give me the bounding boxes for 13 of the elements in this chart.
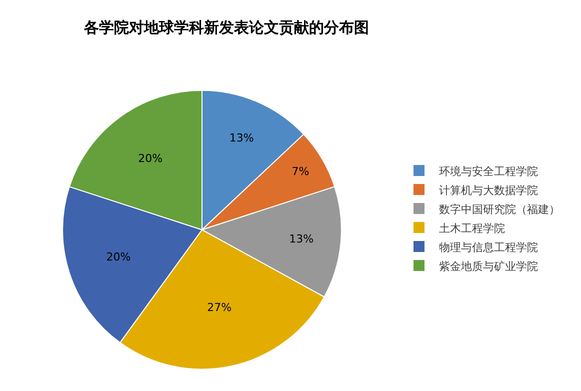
legend-label: 计算机与大数据学院 — [438, 184, 538, 197]
legend-label: 环境与安全工程学院 — [438, 164, 538, 178]
chart-title: 各学院对地球学科新发表论文贡献的分布图 — [83, 18, 370, 37]
data-label: 7% — [292, 164, 310, 178]
legend-label: 物理与信息工程学院 — [438, 240, 538, 254]
data-label: 13% — [229, 132, 254, 145]
legend-label: 土木工程学院 — [438, 222, 505, 235]
legend-label: 数字中国研究院（福建） — [438, 202, 560, 216]
data-label: 20% — [106, 250, 131, 264]
legend-label: 紫金地质与矿业学院 — [438, 260, 538, 273]
data-label: 27% — [207, 301, 232, 314]
data-label: 20% — [138, 152, 163, 166]
data-label: 13% — [289, 232, 314, 246]
